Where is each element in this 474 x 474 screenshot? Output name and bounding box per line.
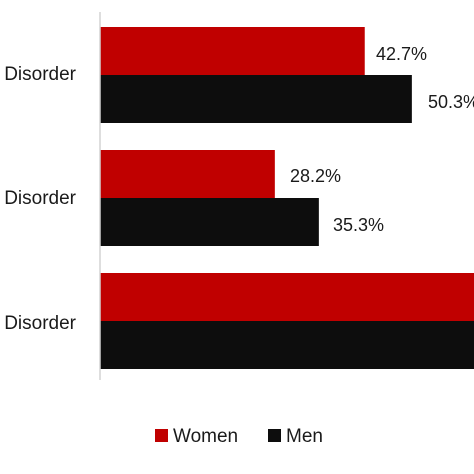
bar-women-1 bbox=[100, 150, 275, 198]
legend-label-women: Women bbox=[173, 426, 238, 447]
value-label-women-1: 28.2% bbox=[290, 166, 341, 186]
value-label-women-0: 42.7% bbox=[376, 44, 427, 64]
bar-men-0 bbox=[100, 75, 412, 123]
legend-swatch-men bbox=[268, 429, 281, 442]
legend: Women Men bbox=[155, 426, 323, 447]
bar-men-2 bbox=[100, 321, 474, 369]
value-label-men-1: 35.3% bbox=[333, 215, 384, 235]
bar-men-1 bbox=[100, 198, 319, 246]
category-label: Disorder bbox=[4, 188, 76, 209]
bar-women-0 bbox=[100, 27, 365, 75]
bars-group bbox=[100, 27, 474, 369]
value-label-men-0: 50.3% bbox=[428, 92, 474, 112]
legend-swatch-women bbox=[155, 429, 168, 442]
category-label: Disorder bbox=[4, 313, 76, 334]
bar-women-2 bbox=[100, 273, 474, 321]
category-labels: Disorder Disorder Disorder bbox=[4, 64, 76, 334]
category-label: Disorder bbox=[4, 64, 76, 85]
legend-label-men: Men bbox=[286, 426, 323, 447]
